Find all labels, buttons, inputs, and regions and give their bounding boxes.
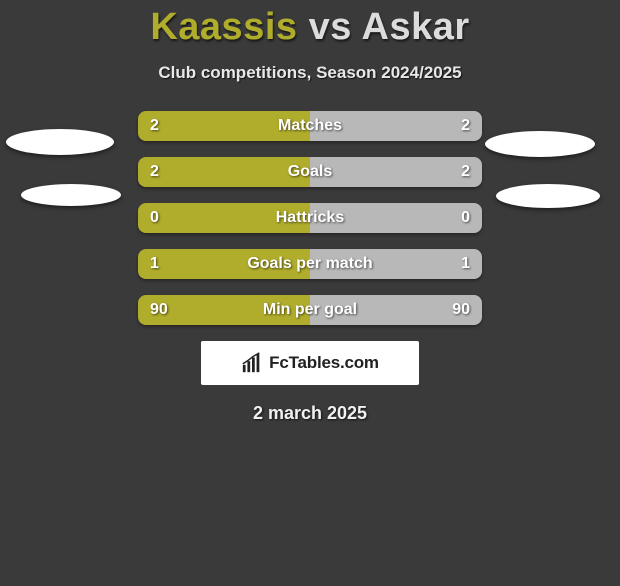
stat-label: Matches bbox=[138, 111, 482, 141]
subtitle: Club competitions, Season 2024/2025 bbox=[0, 63, 620, 83]
stat-row: 9090Min per goal bbox=[138, 295, 482, 325]
stats-container: 22Matches 22Goals 00Hattricks 11Goals per m… bbox=[138, 111, 482, 325]
title-vs: vs bbox=[309, 6, 352, 48]
date-label: 2 march 2025 bbox=[0, 403, 620, 424]
stat-row: 00Hattricks bbox=[138, 203, 482, 233]
title-player1: Kaassis bbox=[150, 6, 297, 48]
photo-placeholder-ellipse bbox=[496, 184, 600, 208]
stat-label: Goals per match bbox=[138, 249, 482, 279]
stat-row: 22Matches bbox=[138, 111, 482, 141]
brand-text: FcTables.com bbox=[269, 353, 379, 373]
brand-box: FcTables.com bbox=[201, 341, 419, 385]
stat-label: Goals bbox=[138, 157, 482, 187]
page-title: Kaassis vs Askar bbox=[0, 6, 620, 49]
photo-placeholder-ellipse bbox=[6, 129, 114, 155]
stat-row: 22Goals bbox=[138, 157, 482, 187]
title-player2: Askar bbox=[362, 6, 470, 48]
photo-placeholder-ellipse bbox=[485, 131, 595, 157]
stat-label: Hattricks bbox=[138, 203, 482, 233]
stat-row: 11Goals per match bbox=[138, 249, 482, 279]
stat-label: Min per goal bbox=[138, 295, 482, 325]
bar-chart-icon bbox=[241, 352, 263, 374]
photo-placeholder-ellipse bbox=[21, 184, 121, 206]
